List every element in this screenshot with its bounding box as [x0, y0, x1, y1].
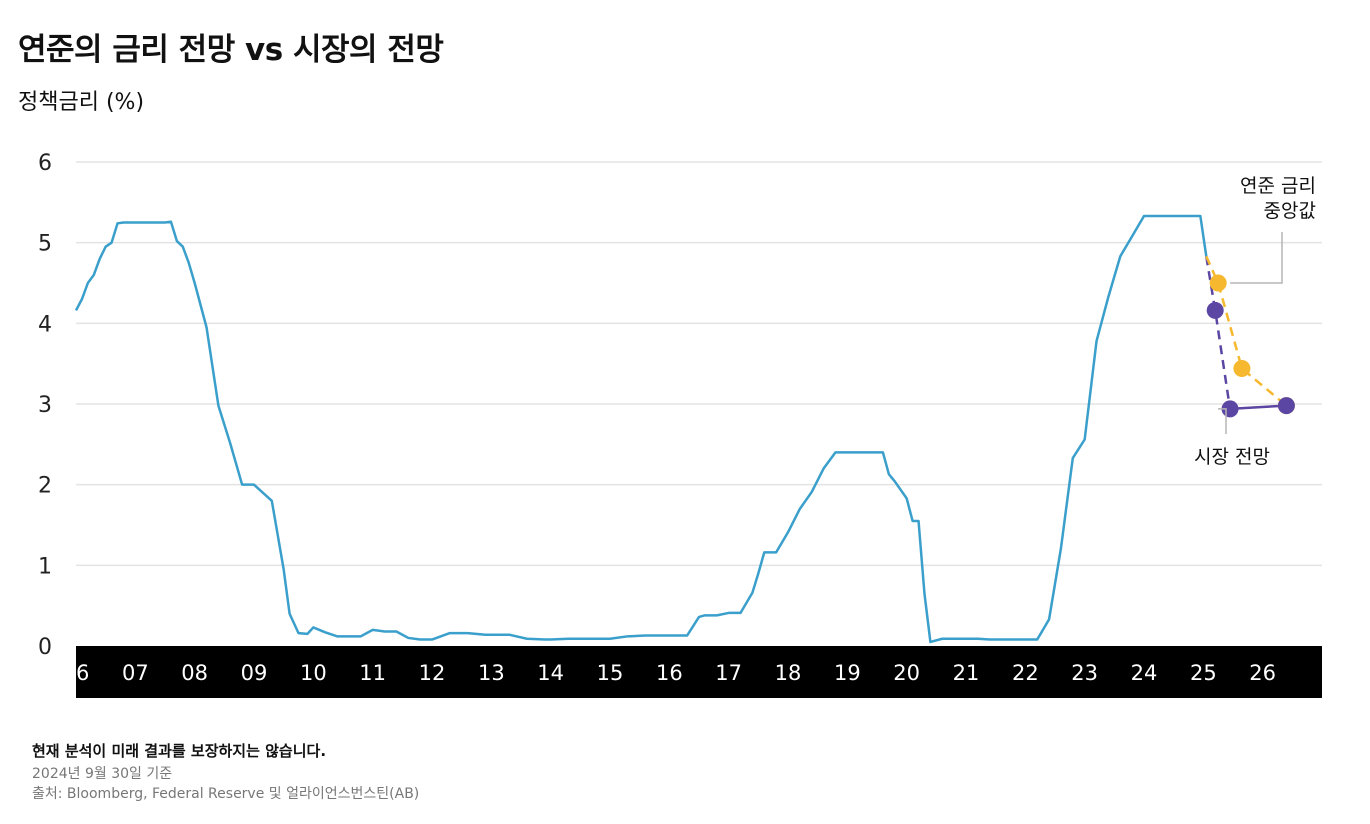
market-forecast-point — [1206, 301, 1224, 319]
gridlines — [76, 161, 1322, 567]
x-tick-label: 15 — [597, 661, 624, 685]
x-tick-label: 21 — [953, 661, 980, 685]
x-axis-band — [76, 646, 1322, 698]
x-tick-label: 20 — [893, 661, 920, 685]
y-tick-label: 2 — [38, 474, 52, 499]
x-tick-label: 06 — [63, 661, 90, 685]
market-forecast-point — [1277, 397, 1295, 415]
fed-median-point — [1209, 274, 1227, 292]
x-tick-label: 26 — [1249, 661, 1276, 685]
as-of-date: 2024년 9월 30일 기준 — [32, 766, 173, 782]
market-forecast-dashed-line — [1205, 256, 1232, 410]
x-tick-label: 25 — [1190, 661, 1217, 685]
market-forecast-leader-line — [1218, 408, 1227, 434]
policy-rate-line — [74, 214, 1208, 644]
y-axis-ticks: 0 1 2 3 4 5 6 — [38, 151, 52, 660]
x-tick-label: 09 — [241, 661, 268, 685]
x-tick-label: 23 — [1071, 661, 1098, 685]
market-forecast-label: 시장 전망 — [1194, 446, 1270, 468]
x-tick-label: 11 — [359, 661, 386, 685]
y-tick-label: 4 — [38, 312, 52, 337]
disclaimer-note: 현재 분석이 미래 결과를 보장하지는 않습니다. — [32, 742, 327, 760]
x-tick-label: 13 — [478, 661, 505, 685]
y-tick-label: 1 — [38, 554, 52, 579]
x-tick-label: 08 — [181, 661, 208, 685]
x-axis-ticks: 06 07 08 09 10 11 12 13 14 15 16 17 18 19 20 21 22 23 24 25… — [63, 661, 1276, 685]
y-tick-label: 3 — [38, 393, 52, 418]
series — [74, 214, 1295, 644]
fed-median-label: 연준 금리 — [1240, 175, 1316, 197]
fed-median-point — [1233, 360, 1251, 378]
chart-title: 연준의 금리 전망 vs 시장의 전망 — [18, 32, 444, 68]
market-forecast-solid-line — [1229, 404, 1287, 411]
source-note: 출처: Bloomberg, Federal Reserve 및 얼라이언스번스… — [32, 786, 420, 802]
x-tick-label: 24 — [1131, 661, 1158, 685]
y-axis-title: 정책금리 (%) — [18, 90, 145, 115]
x-tick-label: 07 — [122, 661, 149, 685]
y-tick-label: 0 — [38, 635, 52, 660]
fed-median-leader-line — [1230, 232, 1283, 284]
fed-median-label: 중앙값 — [1264, 200, 1316, 222]
x-tick-label: 18 — [775, 661, 802, 685]
x-tick-label: 14 — [537, 661, 564, 685]
x-tick-label: 22 — [1012, 661, 1039, 685]
x-tick-label: 12 — [419, 661, 446, 685]
y-tick-label: 5 — [38, 232, 52, 257]
x-tick-label: 10 — [300, 661, 327, 685]
x-tick-label: 19 — [834, 661, 861, 685]
x-tick-label: 16 — [656, 661, 683, 685]
x-tick-label: 17 — [715, 661, 742, 685]
y-tick-label: 6 — [38, 151, 52, 176]
